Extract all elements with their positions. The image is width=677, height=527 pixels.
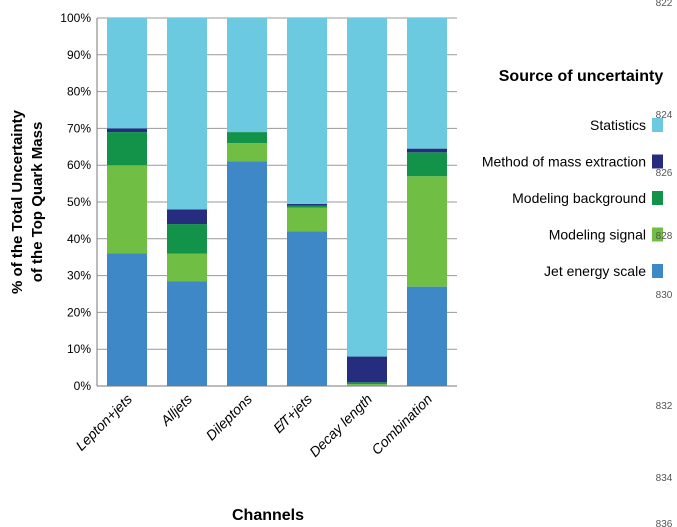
x-tick-label: Alljets bbox=[157, 391, 195, 429]
gridlines bbox=[97, 17, 457, 387]
x-tick-label: Lepton+jets bbox=[72, 391, 135, 454]
legend-label: Statistics bbox=[590, 117, 646, 133]
bar-segment bbox=[167, 224, 207, 254]
legend-label: Method of mass extraction bbox=[482, 154, 646, 170]
legend-swatch bbox=[652, 154, 663, 169]
bar-segment bbox=[167, 281, 207, 386]
legend: Statistics Method of mass extraction Model… bbox=[482, 117, 663, 279]
bar-segment bbox=[407, 176, 447, 287]
bar-segment bbox=[167, 209, 207, 225]
bars bbox=[107, 18, 447, 386]
legend-label: Modeling signal bbox=[549, 227, 646, 243]
legend-swatch bbox=[652, 264, 663, 278]
y-tick-label: 40% bbox=[67, 232, 91, 246]
axes bbox=[96, 18, 457, 387]
line-number: 836 bbox=[656, 519, 673, 527]
bar-segment bbox=[287, 205, 327, 208]
legend-label: Modeling background bbox=[512, 190, 646, 206]
bar-segment bbox=[347, 356, 387, 383]
x-tick-label: Dileptons bbox=[203, 391, 256, 444]
legend-swatch bbox=[652, 227, 663, 242]
x-tick-label: Combination bbox=[368, 391, 435, 458]
bar-segment bbox=[107, 128, 147, 133]
x-tick-label: Decay length bbox=[306, 391, 375, 460]
y-axis-label-line1: % of the Total Uncertainty bbox=[9, 109, 26, 294]
line-number: 824 bbox=[656, 110, 673, 121]
line-number: 828 bbox=[656, 231, 673, 242]
bar-segment bbox=[107, 165, 147, 254]
bar-segment bbox=[287, 203, 327, 206]
line-number: 822 bbox=[656, 0, 673, 9]
y-tick-label: 20% bbox=[67, 305, 91, 319]
x-tick-labels: Lepton+jets Alljets Dileptons E̸T+jetsDecay… bbox=[72, 391, 435, 460]
bar-segment bbox=[407, 152, 447, 177]
bar-segment bbox=[347, 384, 387, 386]
bar-segment bbox=[227, 18, 267, 133]
bar-segment bbox=[347, 18, 387, 357]
bar-segment bbox=[227, 132, 267, 144]
legend-label: Jet energy scale bbox=[544, 263, 646, 279]
bar-segment bbox=[227, 161, 267, 386]
bar-segment bbox=[407, 286, 447, 386]
y-tick-label: 70% bbox=[67, 121, 91, 135]
bar-segment bbox=[167, 18, 207, 210]
bar-segment bbox=[287, 231, 327, 386]
y-tick-label: 30% bbox=[67, 269, 91, 283]
bar-segment bbox=[287, 207, 327, 232]
y-tick-label: 60% bbox=[67, 158, 91, 172]
bar-segment bbox=[347, 382, 387, 385]
line-number: 834 bbox=[656, 473, 673, 484]
line-numbers: 822 824 826 828 830 832 834 836 bbox=[656, 0, 673, 527]
y-tick-label: 50% bbox=[67, 195, 91, 209]
bar-segment bbox=[107, 253, 147, 386]
bar-segment bbox=[107, 18, 147, 129]
y-tick-labels: 0% 10% 20% 30% 40% 50% 60% 70% 80% 90% 100% bbox=[60, 11, 91, 393]
legend-swatch bbox=[652, 118, 663, 132]
y-tick-label: 90% bbox=[67, 48, 91, 62]
bar-segment bbox=[227, 143, 267, 162]
bar-segment bbox=[287, 18, 327, 204]
line-number: 830 bbox=[656, 290, 673, 301]
bar-segment bbox=[407, 148, 447, 153]
bar-segment bbox=[167, 253, 207, 282]
line-number: 826 bbox=[656, 168, 673, 179]
y-tick-label: 100% bbox=[60, 11, 91, 25]
y-tick-label: 10% bbox=[67, 342, 91, 356]
x-tick-label: E̸T+jets bbox=[270, 391, 315, 436]
legend-swatch bbox=[652, 191, 663, 205]
y-tick-label: 0% bbox=[74, 379, 92, 393]
y-tick-label: 80% bbox=[67, 85, 91, 99]
bar-segment bbox=[107, 132, 147, 166]
y-axis-label-line2: of the Top Quark Mass bbox=[29, 122, 46, 283]
bar-segment bbox=[407, 18, 447, 149]
line-number: 832 bbox=[656, 401, 673, 412]
legend-title: Source of uncertainty bbox=[499, 68, 664, 85]
x-axis-label: Channels bbox=[232, 507, 304, 524]
